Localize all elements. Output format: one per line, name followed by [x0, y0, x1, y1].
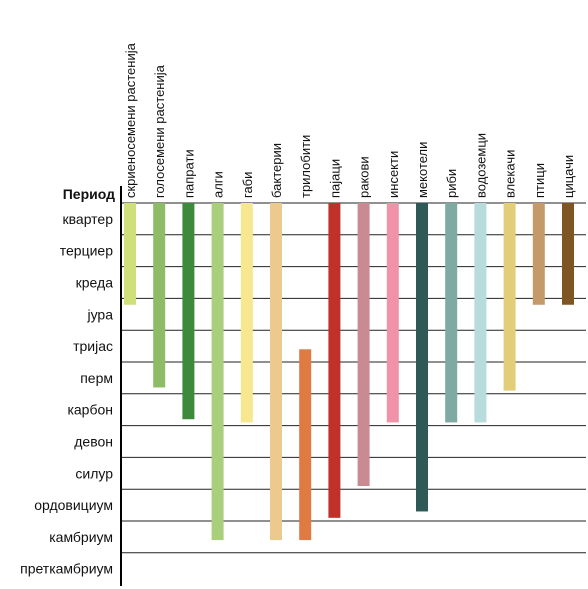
series-label: инсекти: [386, 151, 401, 198]
period-label: преткамбриум: [20, 561, 113, 577]
period-label: креда: [76, 275, 114, 291]
series-label: ракови: [357, 156, 372, 198]
series-label: птици: [532, 163, 547, 198]
series-label: пајаци: [327, 159, 342, 198]
series-label: цицачи: [561, 155, 576, 198]
bar: [211, 203, 224, 541]
bar: [562, 203, 574, 305]
period-label: терциер: [60, 243, 113, 259]
gridlines: [121, 202, 586, 554]
bar: [357, 203, 370, 487]
bar: [416, 203, 428, 512]
series-label: габи: [240, 172, 255, 198]
period-label: камбриум: [49, 529, 113, 545]
series-label: трилобити: [298, 135, 313, 198]
bar: [474, 203, 487, 423]
bar: [124, 203, 136, 305]
bar: [386, 203, 399, 423]
bar: [240, 203, 253, 423]
period-label: перм: [80, 370, 113, 386]
series-label: скриеносемени растенија: [123, 42, 138, 198]
series-labels: скриеносемени растенија голосемени растен…: [123, 42, 576, 198]
period-labels: квартер терциер креда јура тријас перм карбон д…: [20, 211, 113, 577]
bar: [299, 349, 312, 541]
bars: [124, 203, 574, 541]
bar: [270, 203, 282, 541]
series-label: голосемени растенија: [152, 64, 167, 198]
y-axis-title: Период: [63, 186, 115, 202]
series-label: водоземци: [473, 133, 488, 198]
period-label: јура: [86, 306, 113, 322]
series-label: риби: [444, 169, 459, 198]
bar: [182, 203, 195, 420]
period-label: тријас: [73, 338, 113, 354]
bar: [153, 203, 166, 388]
series-label: папрати: [181, 149, 196, 198]
period-label: ордовициум: [34, 497, 113, 513]
series-label: алги: [211, 171, 226, 198]
period-label: квартер: [63, 211, 114, 227]
period-label: карбон: [67, 402, 113, 418]
series-label: бактерии: [269, 143, 284, 198]
series-label: влекачи: [503, 150, 518, 198]
bar: [445, 203, 458, 423]
bar: [328, 203, 341, 518]
series-label: мекотели: [415, 142, 430, 198]
period-label: силур: [75, 465, 113, 481]
bar: [503, 203, 516, 391]
period-label: девон: [74, 434, 113, 450]
bar: [532, 203, 545, 305]
